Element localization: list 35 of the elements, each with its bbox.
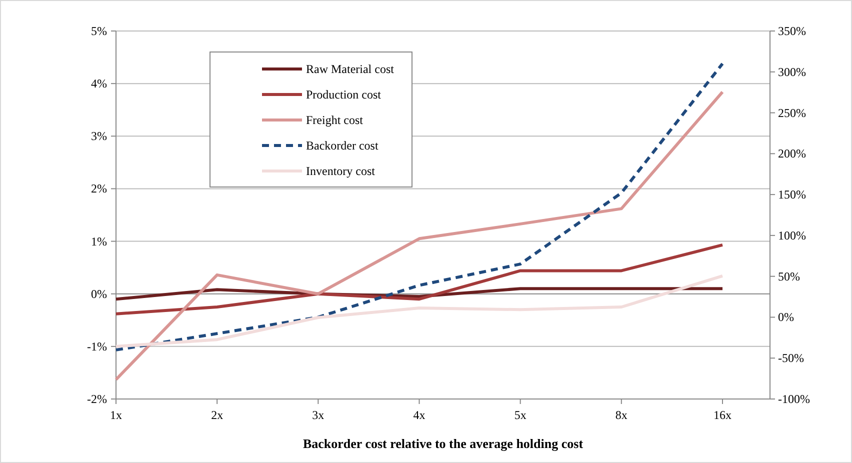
x-tick-label: 8x — [615, 408, 628, 422]
line-series — [114, 62, 724, 352]
y2-tick-label: 250% — [778, 106, 806, 120]
y2-tick-label: 50% — [778, 269, 800, 284]
y-tick-label: -2% — [87, 392, 107, 406]
x-tick-label: 16x — [713, 408, 732, 422]
y-tick-label: 3% — [91, 129, 107, 144]
x-axis-title: Backorder cost relative to the average holding cost — [302, 436, 584, 451]
y2-tick-label: 100% — [778, 228, 806, 242]
y2-tick-label: -50% — [778, 351, 804, 366]
y2-tick-label: 300% — [778, 64, 806, 79]
legend-label: Raw Material cost — [306, 62, 395, 76]
line-series — [114, 90, 724, 382]
y2-tick-label: 150% — [778, 188, 806, 202]
line-series — [114, 274, 724, 348]
x-tick-label: 5x — [514, 408, 526, 422]
x-tick-label: 1x — [110, 408, 122, 422]
y2-tick-label: -100% — [778, 392, 810, 406]
legend-label: Inventory cost — [306, 164, 376, 178]
legend-label: Freight cost — [306, 113, 364, 127]
y-tick-label: -1% — [87, 339, 107, 354]
y-tick-label: 1% — [91, 234, 107, 248]
legend-label: Backorder cost — [306, 138, 379, 152]
line-series — [114, 243, 724, 316]
y2-tick-label: 0% — [778, 310, 794, 324]
x-tick-label: 4x — [413, 408, 426, 422]
x-tick-label: 2x — [211, 408, 224, 422]
y-tick-label: 5% — [91, 24, 107, 38]
y2-tick-label: 350% — [778, 24, 806, 38]
y-tick-label: 4% — [91, 76, 107, 91]
x-tick-label: 3x — [312, 408, 324, 422]
y-tick-label: 0% — [91, 286, 107, 301]
y2-tick-label: 200% — [778, 146, 806, 161]
y-tick-label: 2% — [91, 182, 107, 196]
legend-label: Production cost — [306, 88, 382, 102]
